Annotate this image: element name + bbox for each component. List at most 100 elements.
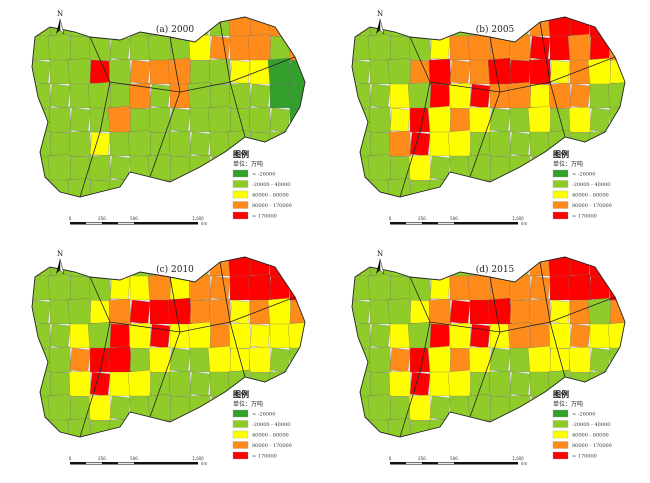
region: [569, 59, 591, 85]
region: [489, 395, 511, 421]
region: [509, 419, 531, 437]
region: [487, 177, 513, 197]
region: [169, 83, 191, 109]
region: [389, 275, 411, 301]
region: [387, 57, 413, 87]
region: [608, 34, 625, 62]
region: [509, 299, 531, 325]
province-boundary: [399, 276, 431, 438]
scale-tick: 1,000: [192, 456, 204, 461]
region: [108, 178, 132, 197]
region: [388, 370, 412, 398]
region: [547, 17, 573, 39]
scale-tick: 0: [69, 216, 72, 221]
region: [89, 59, 111, 85]
region: [487, 297, 513, 327]
legend-swatch: [552, 190, 569, 199]
region: [609, 131, 625, 157]
region: [47, 273, 73, 303]
region: [288, 394, 305, 422]
region: [127, 129, 153, 159]
region: [469, 179, 491, 197]
region: [32, 419, 51, 437]
region: [549, 35, 571, 61]
region: [369, 371, 391, 397]
region: [469, 323, 491, 349]
region: [289, 419, 305, 437]
region: [209, 131, 231, 157]
region: [109, 323, 131, 349]
north-arrow-icon: [376, 259, 380, 274]
region: [49, 83, 71, 109]
region: [528, 178, 552, 197]
region: [569, 323, 591, 349]
region: [267, 57, 293, 87]
legend-label: < -20000: [252, 172, 275, 178]
region: [207, 105, 233, 135]
region: [189, 347, 211, 373]
scale-unit: km: [521, 221, 527, 226]
legend-swatch: [552, 441, 569, 449]
region: [109, 131, 131, 157]
region: [109, 371, 131, 397]
region: [247, 273, 273, 303]
region: [149, 179, 171, 197]
region: [89, 347, 111, 373]
region: [149, 131, 171, 157]
legend-swatch: [232, 430, 249, 439]
legend-swatch: [232, 211, 249, 220]
region: [208, 298, 232, 326]
region: [169, 35, 191, 61]
region: [249, 371, 271, 397]
region: [247, 153, 273, 183]
region: [489, 275, 511, 301]
region: [228, 322, 252, 350]
region: [569, 83, 591, 109]
legend-swatch: [552, 409, 569, 418]
region: [609, 347, 625, 373]
region: [249, 299, 271, 325]
region: [149, 323, 171, 349]
legend-unit: 单位：万吨: [553, 400, 583, 408]
region: [352, 419, 371, 437]
region: [589, 323, 611, 349]
region: [67, 177, 93, 197]
region: [608, 394, 625, 422]
scale-bar-segment: [438, 222, 454, 224]
region: [528, 298, 552, 326]
scale-tick: 500: [450, 216, 458, 221]
region: [428, 298, 452, 326]
region: [287, 81, 305, 111]
region: [289, 257, 305, 277]
region: [609, 299, 625, 325]
legend-title: 图例: [553, 149, 569, 159]
legend-label: < -20000: [252, 412, 275, 418]
region: [32, 82, 52, 110]
region: [149, 299, 171, 325]
basin-outline: [31, 256, 306, 438]
region: [352, 155, 371, 181]
north-label: N: [57, 250, 63, 258]
region: [369, 59, 391, 85]
legend-title: 图例: [553, 389, 569, 399]
region: [409, 257, 431, 277]
region: [407, 321, 433, 351]
legend-swatch: [552, 420, 569, 428]
basin-outline: [351, 16, 626, 198]
region: [89, 257, 111, 277]
basin-outline: [31, 16, 306, 198]
region: [429, 131, 451, 157]
region: [89, 371, 111, 397]
region: [47, 33, 73, 63]
region: [229, 299, 251, 325]
region: [148, 346, 172, 374]
region: [449, 275, 471, 301]
region: [49, 131, 71, 157]
scale-bar-segment: [86, 222, 102, 224]
region: [107, 345, 133, 375]
region: [468, 106, 492, 134]
region: [89, 299, 111, 325]
